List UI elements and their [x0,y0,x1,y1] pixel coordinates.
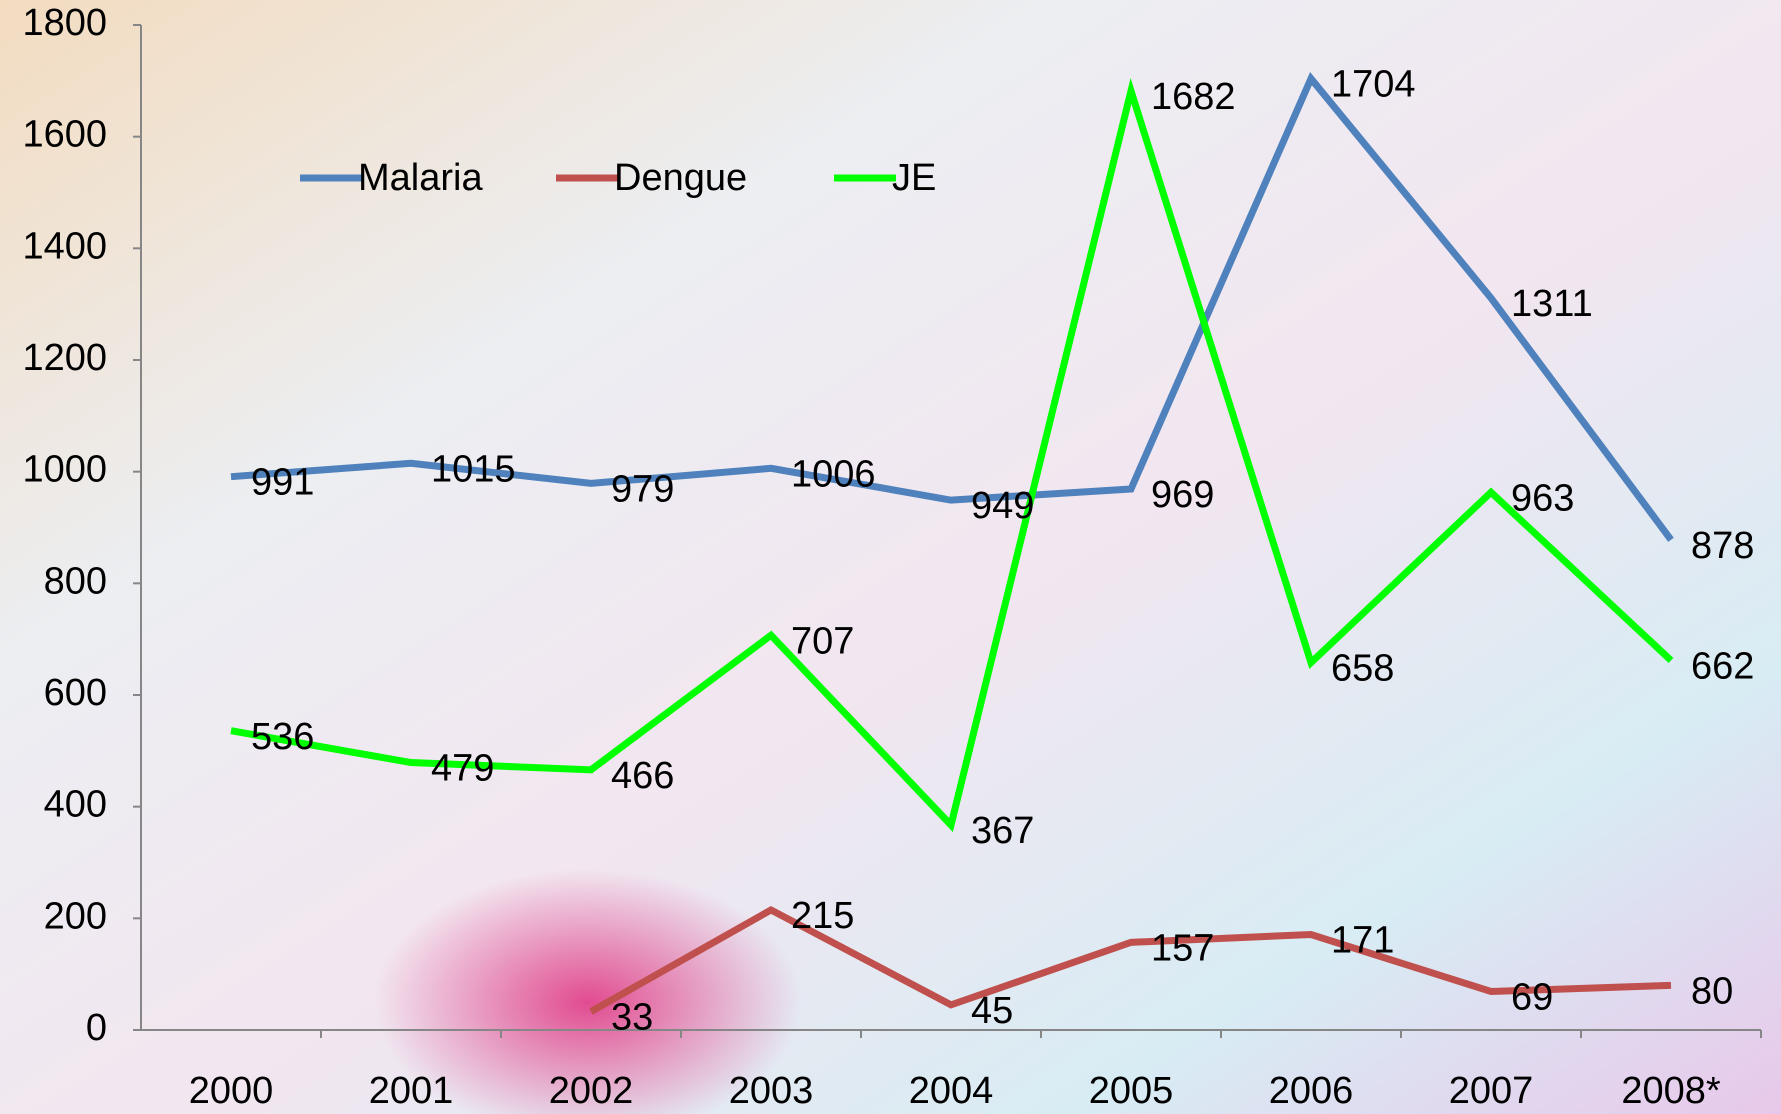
x-tick-label: 2007 [1449,1070,1534,1112]
data-label: 662 [1691,645,1754,687]
data-label: 1006 [791,453,876,495]
data-label: 991 [251,462,314,504]
data-label: 1311 [1511,283,1593,325]
y-tick-label: 0 [86,1007,107,1049]
data-label: 658 [1331,648,1394,690]
x-tick-label: 2002 [549,1070,634,1112]
data-label: 33 [611,997,653,1039]
y-tick-label: 1200 [22,337,107,379]
background-spot [0,0,1781,1114]
x-tick-label: 2000 [189,1070,274,1112]
data-label: 878 [1691,525,1754,567]
legend-label: JE [892,157,936,199]
data-label: 157 [1151,927,1214,969]
y-tick-label: 600 [44,672,107,714]
data-label: 69 [1511,977,1553,1019]
data-label: 215 [791,895,854,937]
data-label: 479 [431,748,494,790]
x-tick-label: 2005 [1089,1070,1174,1112]
data-label: 367 [971,810,1034,852]
data-label: 1682 [1151,76,1236,118]
x-tick-label: 2008* [1621,1070,1721,1112]
data-label: 963 [1511,477,1574,519]
data-label: 466 [611,755,674,797]
data-label: 45 [971,990,1013,1032]
data-label: 80 [1691,970,1733,1012]
legend-label: Malaria [358,157,483,199]
data-label: 1704 [1331,64,1416,106]
data-label: 979 [611,468,674,510]
y-tick-label: 1600 [22,114,107,156]
x-tick-label: 2001 [369,1070,454,1112]
x-tick-label: 2006 [1269,1070,1354,1112]
y-tick-label: 1400 [22,225,107,267]
data-label: 707 [791,620,854,662]
data-label: 949 [971,485,1034,527]
y-tick-label: 800 [44,560,107,602]
data-label: 171 [1331,920,1394,962]
data-label: 1015 [431,448,516,490]
y-tick-label: 1000 [22,449,107,491]
y-tick-label: 1800 [22,2,107,44]
x-tick-label: 2004 [909,1070,994,1112]
x-tick-label: 2003 [729,1070,814,1112]
chart: 0 200 400 600 800 1000 1200 1400 1600 1800 2000 200… [0,0,1781,1114]
y-tick-label: 400 [44,784,107,826]
data-label: 536 [251,716,314,758]
data-label: 969 [1151,474,1214,516]
y-tick-label: 200 [44,895,107,937]
legend-label: Dengue [614,157,747,199]
